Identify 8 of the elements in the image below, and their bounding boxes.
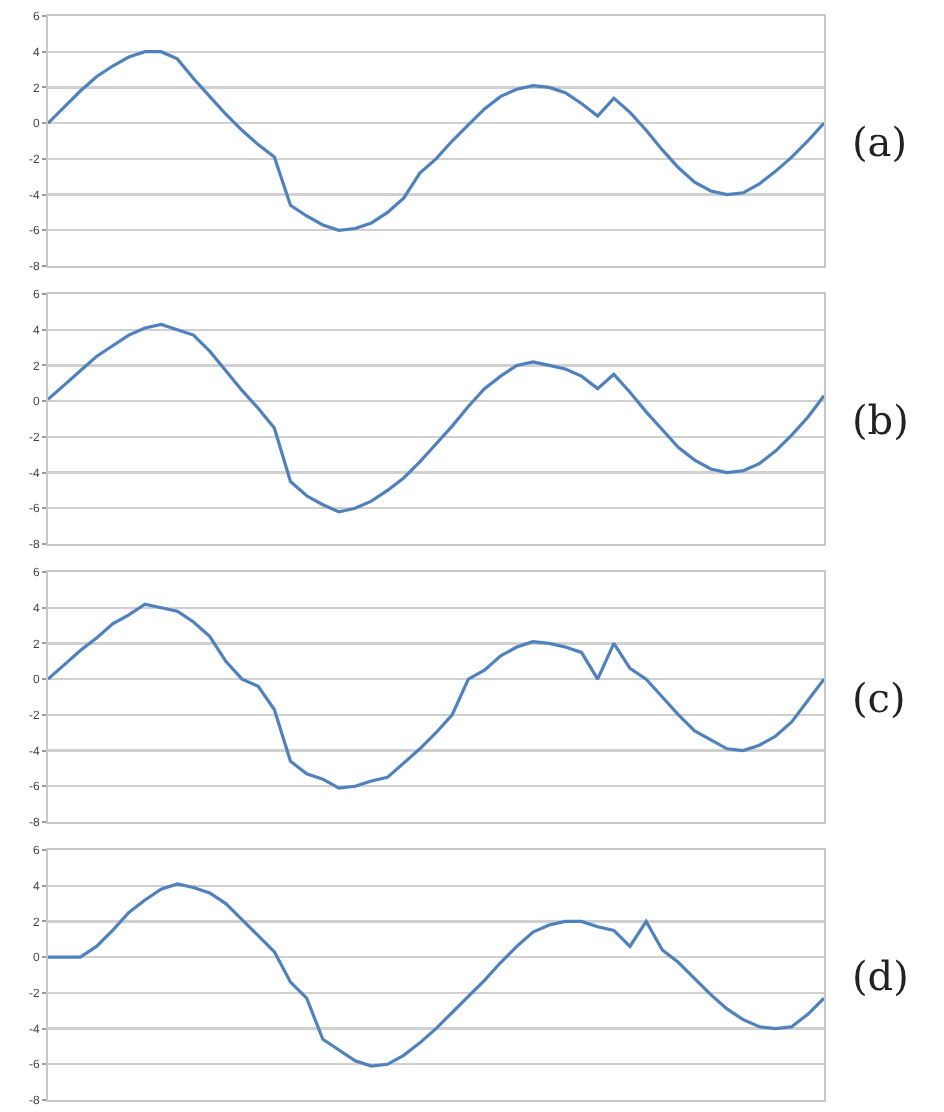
text: (d) — [852, 952, 909, 1000]
line-series — [48, 50, 824, 232]
text: (b) — [852, 396, 909, 444]
line-series — [48, 602, 824, 790]
line-series — [48, 882, 824, 1068]
text: (c) — [852, 674, 906, 722]
text: (a) — [852, 118, 908, 166]
line-series — [48, 322, 824, 514]
